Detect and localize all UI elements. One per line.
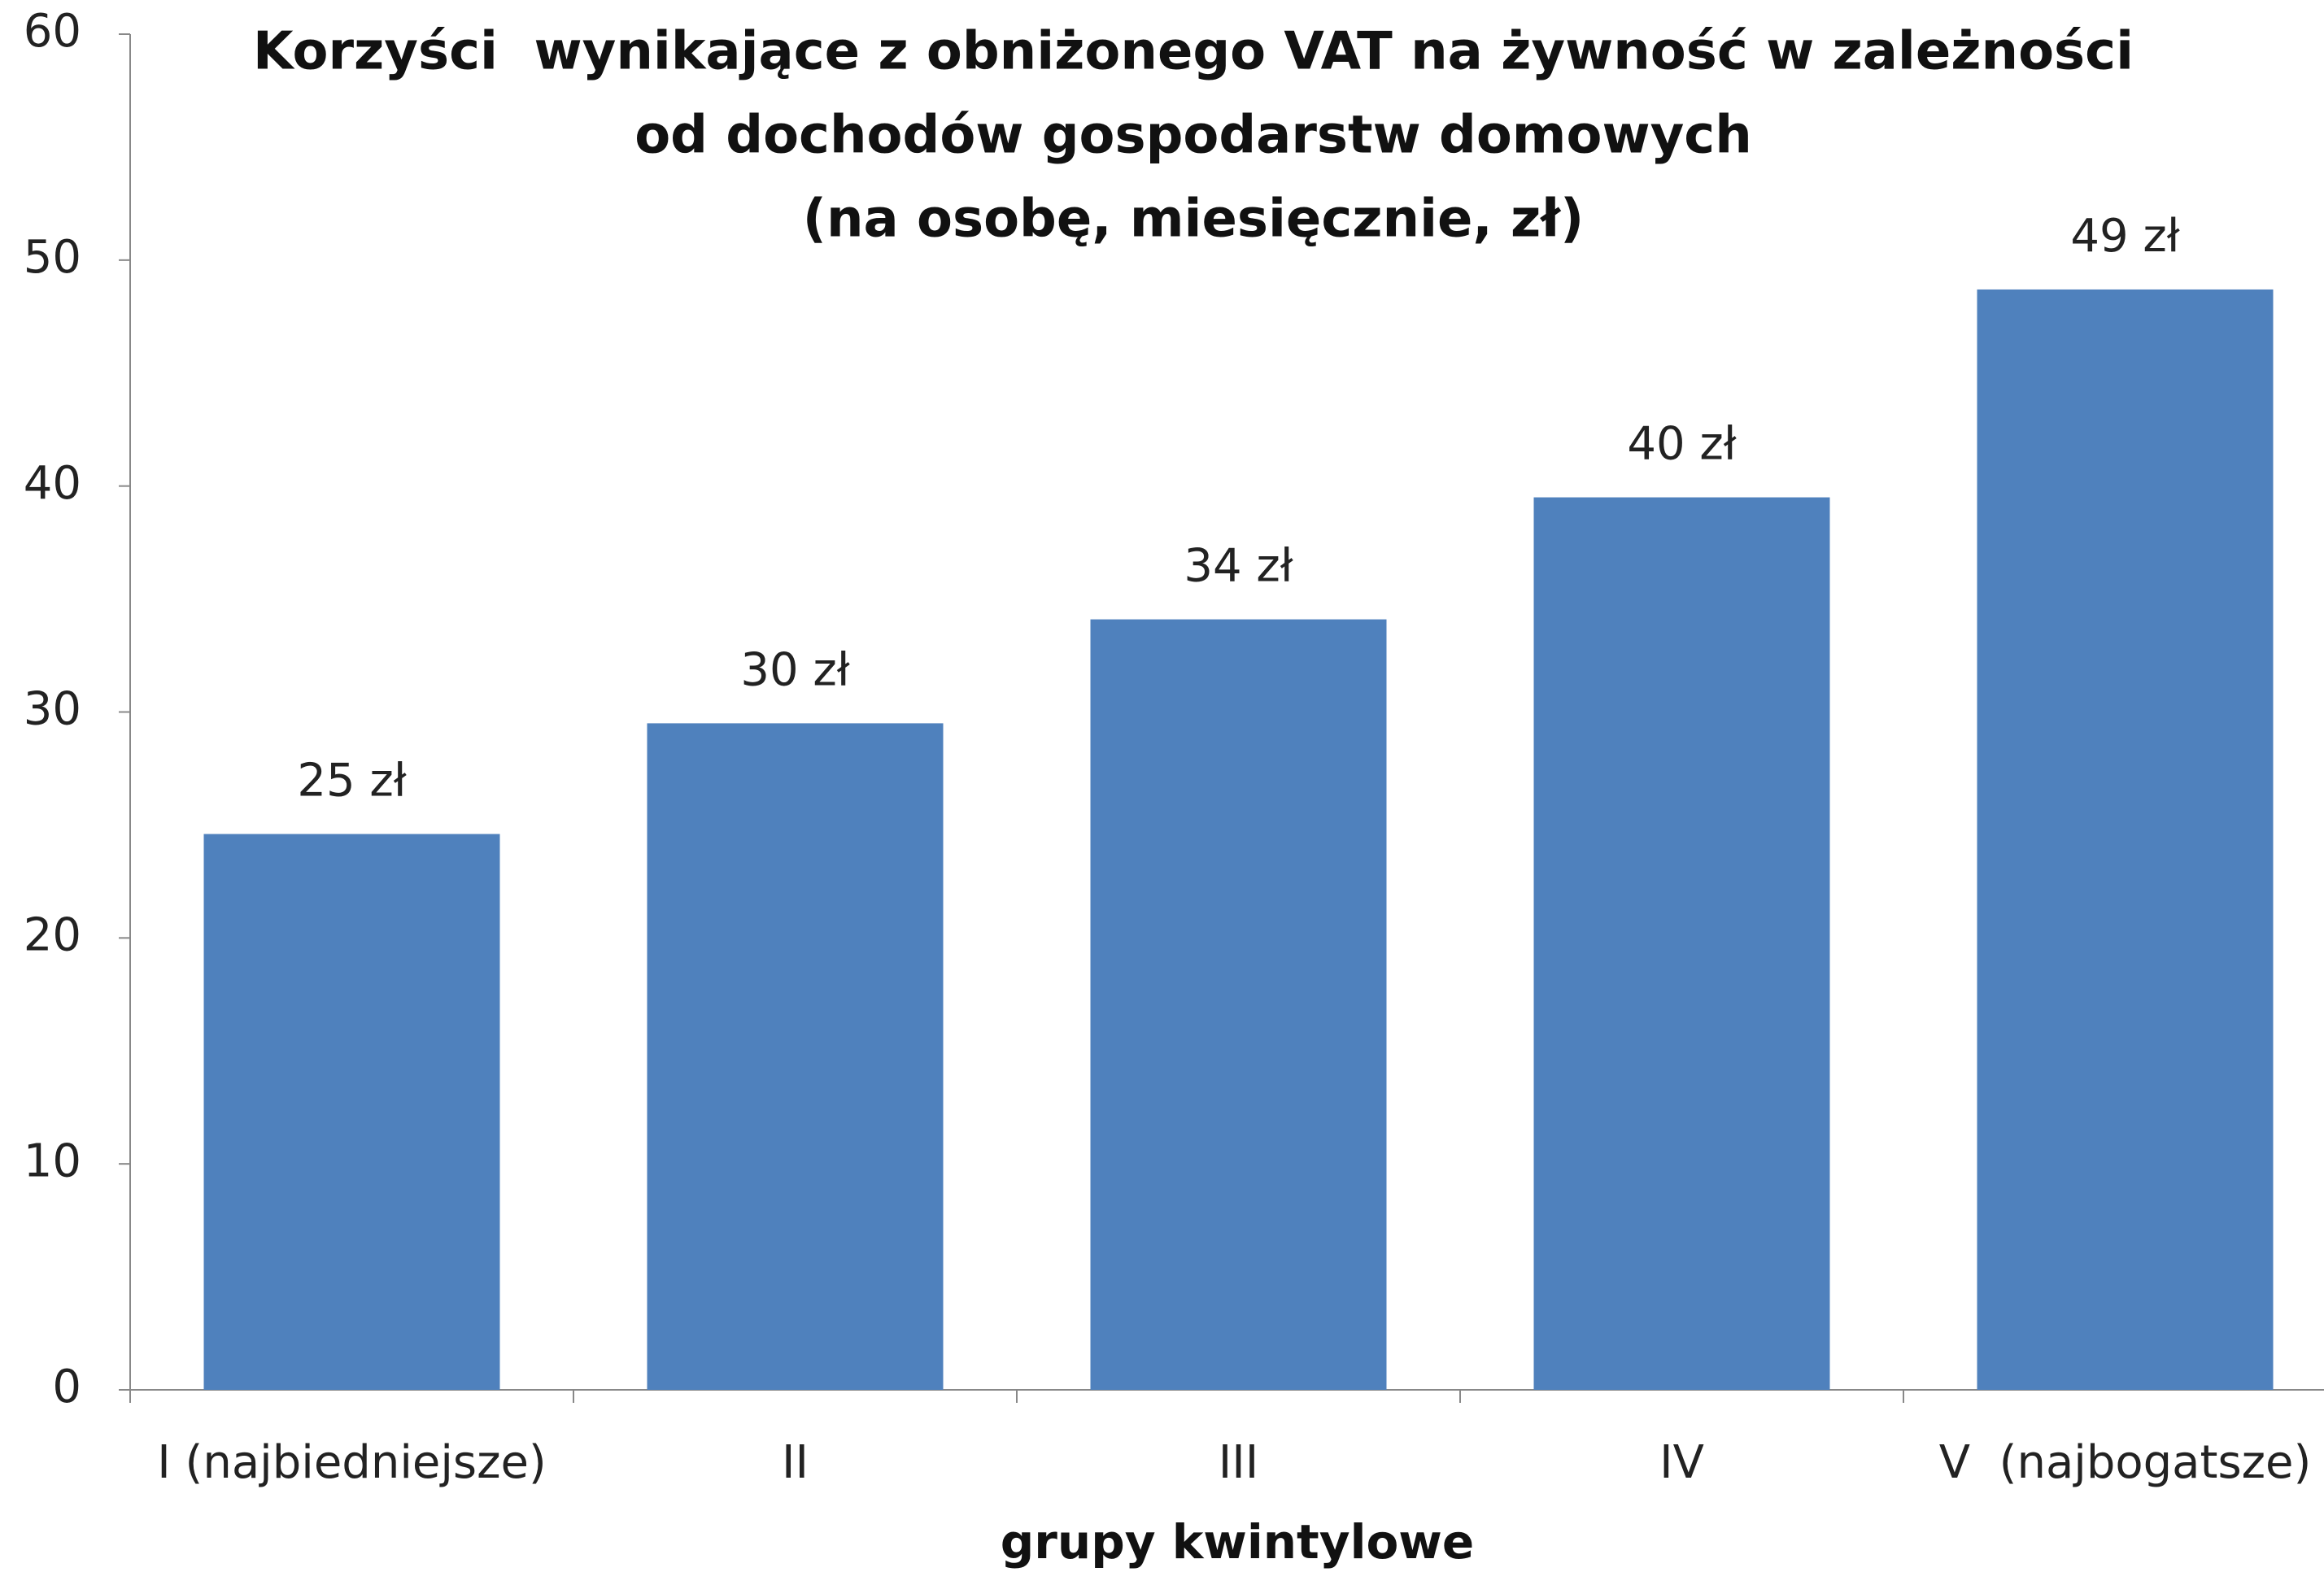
- y-tick-label: 40: [24, 457, 81, 510]
- x-tick-label: II: [782, 1436, 809, 1489]
- chart-title: Korzyści wynikające z obniżonego VAT na …: [253, 22, 2134, 82]
- bar: [647, 723, 944, 1390]
- bar: [1090, 619, 1387, 1390]
- data-label: 49 zł: [2070, 210, 2179, 263]
- x-tick-label: IV: [1659, 1436, 1704, 1489]
- data-label: 30 zł: [740, 644, 849, 697]
- x-axis-title: grupy kwintylowe: [1001, 1514, 1474, 1570]
- bar: [1533, 497, 1830, 1390]
- bar: [1977, 289, 2274, 1390]
- chart-title: (na osobę, miesięcznie, zł): [803, 189, 1585, 250]
- x-tick-label: V (najbogatsze): [1939, 1436, 2312, 1489]
- y-tick-label: 20: [24, 908, 81, 961]
- chart-title: od dochodów gospodarstw domowych: [634, 106, 1752, 166]
- x-tick-label: I (najbiedniejsze): [157, 1436, 547, 1489]
- data-label: 34 zł: [1184, 540, 1293, 593]
- bar: [203, 834, 500, 1390]
- x-tick-label: III: [1219, 1436, 1259, 1489]
- y-tick-label: 0: [52, 1361, 81, 1413]
- data-label: 25 zł: [297, 755, 406, 808]
- y-tick-label: 50: [24, 231, 81, 284]
- y-tick-label: 60: [24, 5, 81, 58]
- y-tick-label: 10: [24, 1134, 81, 1187]
- data-label: 40 zł: [1627, 418, 1736, 471]
- y-tick-label: 30: [24, 683, 81, 736]
